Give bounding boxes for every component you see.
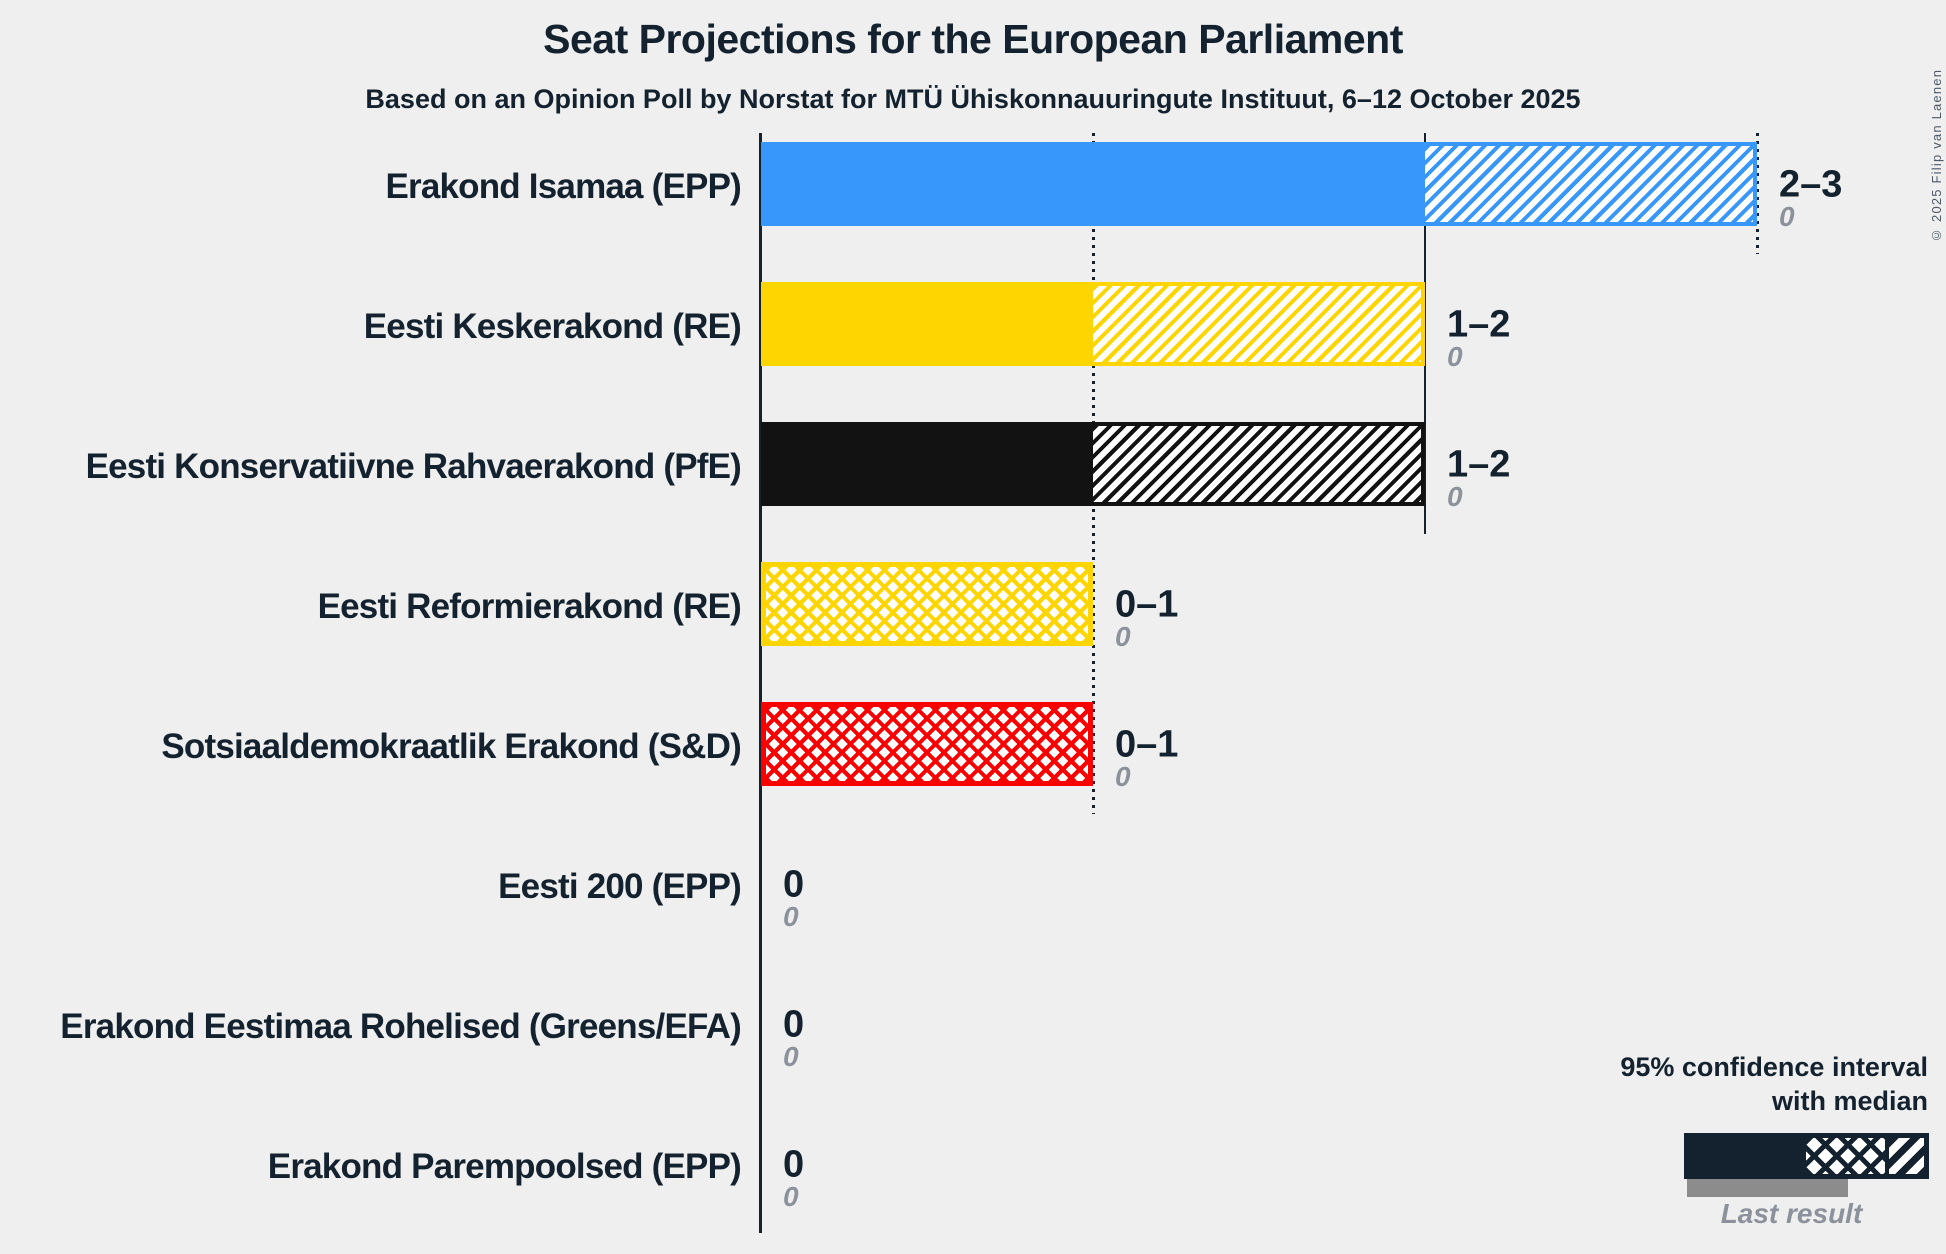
bar-seg-diag-3: [1093, 422, 1425, 506]
ci-value-label: 0: [783, 1143, 805, 1186]
last-result-value: 0: [1115, 621, 1131, 652]
legend-ci-bar: [1684, 1133, 1929, 1179]
y-axis-line: [759, 133, 762, 1233]
legend-diagonal-segment: [1885, 1138, 1924, 1174]
legend-last-result-bar: [1687, 1179, 1848, 1197]
party-label: Erakond Parempoolsed (EPP): [267, 1146, 742, 1186]
last-result-value: 0: [1447, 341, 1463, 372]
last-result-value: 0: [1447, 481, 1463, 512]
last-result-value: 0: [783, 1041, 799, 1072]
ci-value-label: 0–1: [1115, 723, 1179, 766]
legend-ci-label: 95% confidence interval with median: [1620, 1050, 1928, 1118]
chart-subtitle: Based on an Opinion Poll by Norstat for …: [365, 84, 1581, 114]
gridline-seat-3: [1756, 133, 1759, 254]
legend-crosshatch-segment: [1806, 1138, 1885, 1174]
bar-seg-solid-2: [761, 282, 1093, 366]
party-label: Sotsiaaldemokraatlik Erakond (S&D): [161, 726, 741, 766]
last-result-value: 0: [1779, 201, 1795, 232]
gridline-seat-2: [1424, 133, 1426, 534]
bar-seg-solid-3: [761, 422, 1093, 506]
bar-seg-cross-5: [761, 702, 1093, 786]
bar-seg-diag-2: [1093, 282, 1425, 366]
chart-title: Seat Projections for the European Parlia…: [543, 16, 1403, 62]
ci-value-label: 0: [783, 863, 805, 906]
legend-last-result-label: Last result: [1720, 1198, 1863, 1229]
ci-value-label: 1–2: [1447, 443, 1511, 486]
bar-seg-cross-4: [761, 562, 1093, 646]
party-label: Eesti Keskerakond (RE): [363, 306, 742, 346]
legend-solid-segment: [1689, 1138, 1806, 1174]
last-result-value: 0: [783, 901, 799, 932]
party-label: Erakond Eestimaa Rohelised (Greens/EFA): [60, 1006, 742, 1046]
ci-value-label: 0–1: [1115, 583, 1179, 626]
bar-seg-diag-1: [1425, 142, 1757, 226]
party-label: Eesti Konservatiivne Rahvaerakond (PfE): [85, 446, 742, 486]
party-label: Erakond Isamaa (EPP): [385, 166, 741, 206]
party-label: Eesti Reformierakond (RE): [317, 586, 742, 626]
legend-ci-line2: with median: [1771, 1086, 1928, 1116]
ci-value-label: 1–2: [1447, 303, 1511, 346]
party-label: Eesti 200 (EPP): [498, 866, 742, 906]
ci-value-label: 0: [783, 1003, 805, 1046]
legend-ci-line1: 95% confidence interval: [1620, 1052, 1928, 1082]
ci-value-label: 2–3: [1779, 163, 1843, 206]
last-result-value: 0: [783, 1181, 799, 1212]
bar-seg-solid-1: [761, 142, 1425, 226]
last-result-value: 0: [1115, 761, 1131, 792]
